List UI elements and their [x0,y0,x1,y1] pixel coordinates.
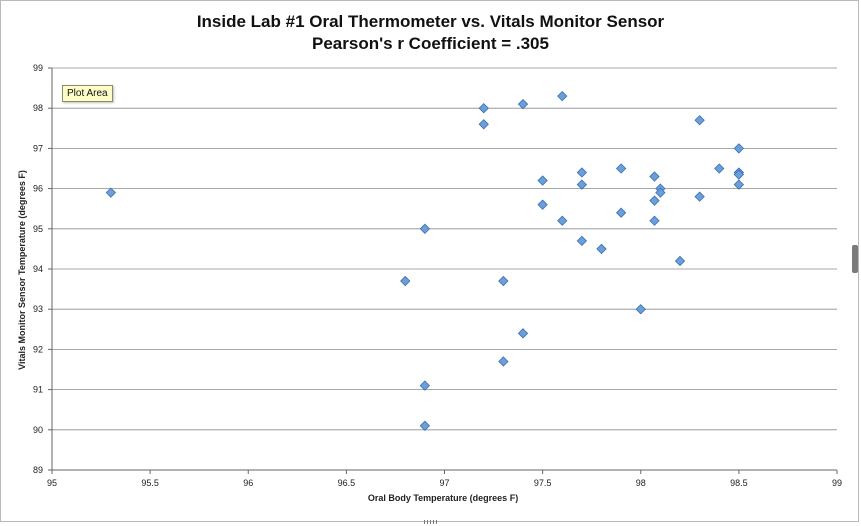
resize-handle[interactable] [424,520,438,524]
y-tick-label: 89 [33,465,43,475]
gridlines [52,67,837,431]
x-tick-label: 98 [636,478,646,488]
data-point-28[interactable] [694,115,705,126]
data-point-4[interactable] [419,420,431,431]
x-tick-label: 96.5 [338,478,356,488]
y-tick-label: 92 [33,344,43,354]
data-point-17[interactable] [576,235,588,247]
y-tick-label: 94 [33,264,43,274]
data-point-14[interactable] [557,215,568,226]
data-point-16[interactable] [576,179,588,190]
data-point-5[interactable] [478,103,489,114]
data-point-2[interactable] [419,223,431,234]
x-tick-label: 98.5 [730,478,748,488]
data-point-3[interactable] [419,380,431,391]
scrollbar-thumb[interactable] [852,245,858,273]
x-axis-label: Oral Body Temperature (degrees F) [367,493,519,503]
y-tick-label: 96 [33,184,43,194]
data-point-8[interactable] [498,356,509,367]
data-points [105,90,745,431]
data-point-10[interactable] [517,328,529,339]
data-point-12[interactable] [537,199,548,210]
data-point-33[interactable] [733,169,745,180]
x-tick-label: 96 [243,478,253,488]
x-tick-label: 97 [439,478,449,488]
data-point-20[interactable] [615,207,627,218]
data-point-11[interactable] [537,175,548,186]
x-tick-label: 99 [832,478,842,488]
plot-area-tooltip: Plot Area [62,85,113,102]
chart-subtitle: Pearson's r Coefficient = .305 [312,34,549,53]
data-point-7[interactable] [498,275,509,287]
y-tick-label: 98 [33,103,43,113]
data-point-0[interactable] [105,187,117,198]
data-point-24[interactable] [649,215,660,226]
axes [48,67,838,474]
data-point-19[interactable] [615,163,627,174]
data-point-6[interactable] [478,119,489,130]
chart-title: Inside Lab #1 Oral Thermometer vs. Vital… [196,12,665,31]
y-tick-label: 90 [33,425,43,435]
x-tick-labels: 95 95.5 96 96.5 97 97.5 98 98.5 99 [47,478,842,488]
data-point-21[interactable] [635,304,646,315]
y-axis-label: Vitals Monitor Sensor Temperature (degre… [17,170,27,370]
data-point-29[interactable] [694,191,705,202]
y-tick-label: 97 [33,143,43,153]
data-point-9[interactable] [517,99,529,110]
data-point-15[interactable] [576,167,588,178]
data-point-1[interactable] [400,275,411,287]
data-point-26[interactable] [655,187,666,198]
x-tick-label: 95.5 [141,478,159,488]
y-tick-labels: 89 90 91 92 93 94 95 96 97 98 99 [33,63,43,475]
data-point-22[interactable] [649,171,660,182]
data-point-23[interactable] [649,195,660,206]
y-tick-label: 95 [33,224,43,234]
y-tick-label: 91 [33,385,43,395]
data-point-27[interactable] [674,255,686,267]
data-point-34[interactable] [733,179,745,190]
y-tick-label: 93 [33,304,43,314]
data-point-18[interactable] [596,243,607,255]
data-point-13[interactable] [557,90,568,102]
x-tick-label: 97.5 [534,478,552,488]
x-tick-label: 95 [47,478,57,488]
data-point-31[interactable] [733,143,745,154]
data-point-30[interactable] [714,163,725,174]
y-tick-label: 99 [33,63,43,73]
